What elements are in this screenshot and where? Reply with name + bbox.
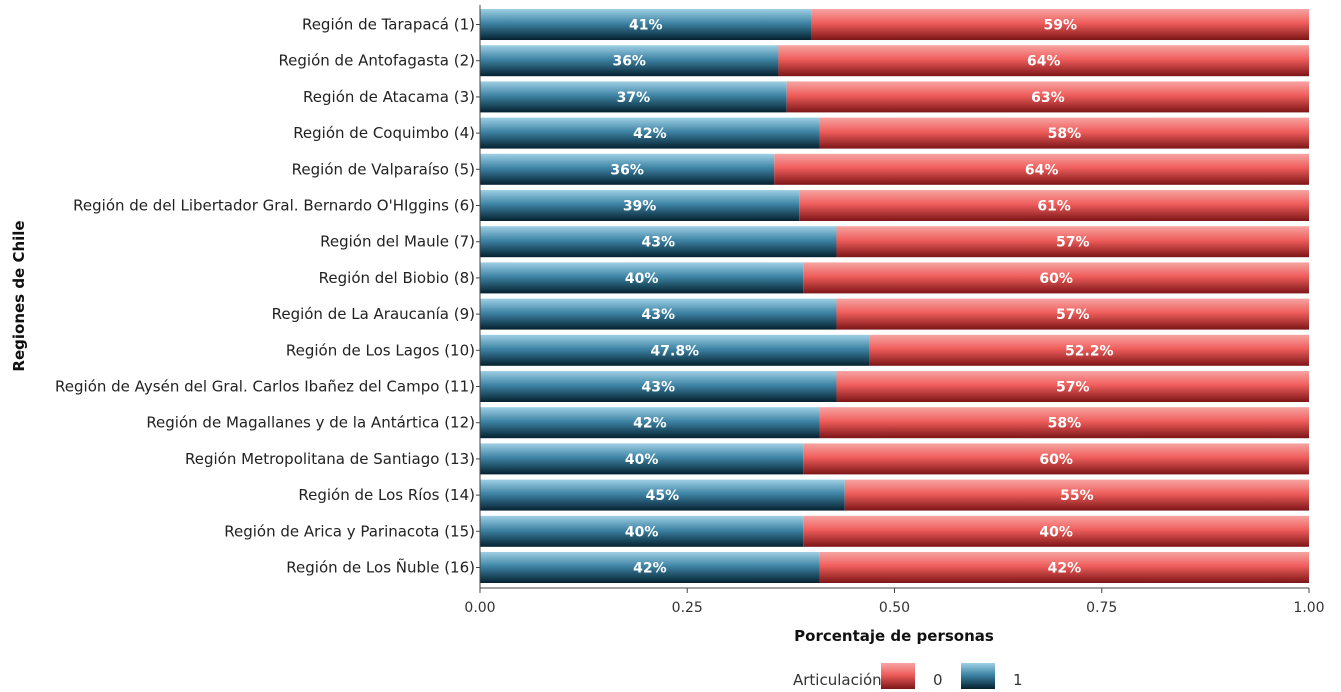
bar-segment-0 (819, 552, 1309, 583)
data-label-1: 45% (646, 488, 680, 504)
x-tick-label: 0.00 (464, 600, 495, 616)
category-label: Región de Aysén del Gral. Carlos Ibañez … (55, 378, 475, 396)
data-label-0: 64% (1025, 162, 1059, 178)
data-label-0: 40% (1039, 524, 1073, 540)
data-label-1: 43% (641, 307, 675, 323)
x-tick-label: 1.00 (1293, 600, 1324, 616)
bar-segment-0 (786, 81, 1309, 113)
category-label: Región de Los Ñuble (16) (286, 558, 475, 577)
category-label: Región Metropolitana de Santiago (13) (185, 450, 475, 468)
data-label-1: 37% (617, 90, 651, 106)
x-tick-label: 0.50 (879, 600, 910, 616)
data-label-1: 47.8% (651, 343, 700, 359)
bar-segment-0 (811, 9, 1309, 40)
bar-segment-0 (803, 443, 1309, 475)
data-label-1: 42% (633, 416, 667, 432)
data-label-1: 42% (633, 561, 667, 577)
data-label-1: 41% (629, 18, 663, 34)
category-label: Región de Tarapacá (1) (302, 16, 475, 34)
category-label: Región de Los Ríos (14) (298, 486, 475, 504)
category-label: Región de Los Lagos (10) (286, 341, 475, 359)
data-label-0: 64% (1027, 54, 1061, 70)
bar-segment-0 (836, 371, 1309, 402)
bar-segment-0 (836, 226, 1309, 258)
bar-segment-0 (799, 190, 1309, 221)
data-label-0: 58% (1048, 126, 1082, 142)
legend-swatch-0 (881, 663, 915, 689)
data-label-0: 57% (1056, 380, 1090, 396)
data-label-0: 57% (1056, 235, 1090, 251)
bar-segment-1 (480, 81, 787, 113)
bar-segment-0 (803, 262, 1309, 294)
data-label-0: 59% (1044, 18, 1078, 34)
data-label-0: 52.2% (1065, 343, 1114, 359)
data-label-1: 43% (641, 380, 675, 396)
bar-segment-1 (480, 334, 870, 366)
category-label: Región de Valparaíso (5) (292, 160, 475, 178)
legend-label-0: 0 (933, 671, 943, 689)
data-label-1: 40% (625, 271, 659, 287)
bar-segment-1 (480, 45, 779, 77)
bar-segment-1 (480, 371, 837, 402)
bar-segment-1 (480, 443, 804, 475)
y-axis-title-group: Regiones de Chile (10, 220, 28, 371)
data-label-0: 61% (1037, 199, 1071, 215)
x-tick-label: 0.75 (1086, 600, 1117, 616)
data-label-1: 36% (612, 54, 646, 70)
bars-layer: Región de Tarapacá (1) 41% 59% Región de An… (55, 9, 1309, 583)
x-axis-title: Porcentaje de personas (794, 627, 994, 645)
category-label: Región del Maule (7) (320, 233, 475, 251)
category-label: Región de del Libertador Gral. Bernardo … (73, 197, 475, 215)
category-label: Región de Magallanes y de la Antártica (… (146, 414, 475, 432)
bar-segment-1 (480, 9, 812, 40)
category-label: Región de Antofagasta (2) (278, 52, 475, 70)
bar-segment-0 (803, 515, 1309, 547)
bar-segment-1 (480, 153, 775, 185)
data-label-0: 57% (1056, 307, 1090, 323)
category-label: Región de Arica y Parinacota (15) (224, 522, 475, 540)
data-label-1: 40% (625, 524, 659, 540)
bar-segment-0 (819, 407, 1309, 439)
data-label-1: 39% (623, 199, 657, 215)
bar-segment-1 (480, 190, 800, 221)
x-axis: 0.00 0.25 0.50 0.75 1.00 (464, 5, 1325, 616)
bar-segment-1 (480, 552, 820, 583)
data-label-1: 42% (633, 126, 667, 142)
bar-segment-0 (778, 45, 1309, 77)
data-label-1: 36% (610, 162, 644, 178)
bar-segment-1 (480, 515, 804, 547)
data-label-0: 60% (1039, 271, 1073, 287)
data-label-0: 42% (1048, 561, 1082, 577)
legend: Articulación 0 1 (793, 663, 1023, 689)
bar-segment-0 (819, 117, 1309, 149)
x-tick-label: 0.25 (672, 600, 703, 616)
bar-segment-0 (844, 479, 1309, 511)
bar-segment-0 (836, 298, 1309, 330)
data-label-1: 40% (625, 452, 659, 468)
data-label-1: 43% (641, 235, 675, 251)
legend-swatch-1 (961, 663, 995, 689)
bar-segment-0 (869, 334, 1309, 366)
category-label: Región de Coquimbo (4) (293, 124, 475, 142)
legend-label-1: 1 (1013, 671, 1023, 689)
category-label: Región de La Araucanía (9) (272, 305, 475, 323)
bar-segment-0 (774, 153, 1309, 185)
legend-title: Articulación (793, 671, 882, 689)
data-label-0: 60% (1039, 452, 1073, 468)
category-label: Región del Biobio (8) (319, 269, 475, 287)
data-label-0: 58% (1048, 416, 1082, 432)
bar-segment-1 (480, 117, 820, 149)
bar-segment-1 (480, 226, 837, 258)
data-label-0: 63% (1031, 90, 1065, 106)
bar-segment-1 (480, 407, 820, 439)
bar-segment-1 (480, 298, 837, 330)
data-label-0: 55% (1060, 488, 1094, 504)
category-label: Región de Atacama (3) (303, 88, 475, 106)
bar-segment-1 (480, 479, 845, 511)
bar-segment-1 (480, 262, 804, 294)
y-axis-title: Regiones de Chile (10, 220, 28, 371)
